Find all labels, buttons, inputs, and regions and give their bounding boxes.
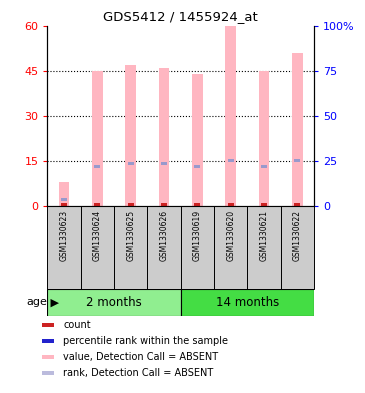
Bar — [228, 160, 234, 162]
Bar — [192, 73, 203, 206]
Bar — [47, 289, 181, 316]
Text: rank, Detection Call = ABSENT: rank, Detection Call = ABSENT — [63, 368, 214, 378]
Bar — [128, 203, 134, 206]
Text: GSM1330622: GSM1330622 — [293, 210, 302, 261]
Text: value, Detection Call = ABSENT: value, Detection Call = ABSENT — [63, 352, 218, 362]
Text: 2 months: 2 months — [86, 296, 142, 309]
Bar — [42, 339, 54, 343]
Bar — [59, 182, 69, 206]
Bar — [61, 198, 67, 201]
Bar — [42, 323, 54, 327]
Bar — [147, 206, 181, 289]
Bar — [81, 206, 114, 289]
Bar — [161, 203, 167, 206]
Bar — [292, 53, 303, 206]
Text: GSM1330619: GSM1330619 — [193, 210, 202, 261]
Bar — [42, 371, 54, 375]
Bar — [95, 165, 100, 168]
Bar — [195, 203, 200, 206]
Text: GSM1330625: GSM1330625 — [126, 210, 135, 261]
Bar — [281, 206, 314, 289]
Bar — [159, 68, 169, 206]
Bar — [195, 165, 200, 168]
Text: GSM1330623: GSM1330623 — [59, 210, 69, 261]
Bar — [92, 71, 103, 206]
Bar — [247, 206, 281, 289]
Bar — [181, 206, 214, 289]
Text: percentile rank within the sample: percentile rank within the sample — [63, 336, 228, 346]
Bar — [259, 71, 269, 206]
Bar — [181, 289, 314, 316]
Text: ▶: ▶ — [47, 298, 59, 307]
Bar — [128, 162, 134, 165]
Bar — [214, 206, 247, 289]
Bar — [114, 206, 147, 289]
Bar — [42, 355, 54, 359]
Bar — [294, 203, 300, 206]
Bar — [261, 165, 267, 168]
Bar — [225, 26, 236, 206]
Bar — [294, 160, 300, 162]
Text: age: age — [27, 298, 47, 307]
Bar — [161, 162, 167, 165]
Bar — [95, 203, 100, 206]
Bar — [47, 206, 81, 289]
Text: GSM1330621: GSM1330621 — [260, 210, 268, 261]
Bar — [126, 64, 136, 206]
Text: count: count — [63, 320, 91, 330]
Text: 14 months: 14 months — [216, 296, 279, 309]
Text: GSM1330620: GSM1330620 — [226, 210, 235, 261]
Title: GDS5412 / 1455924_at: GDS5412 / 1455924_at — [103, 10, 258, 23]
Bar — [228, 203, 234, 206]
Bar — [261, 203, 267, 206]
Text: GSM1330626: GSM1330626 — [160, 210, 169, 261]
Text: GSM1330624: GSM1330624 — [93, 210, 102, 261]
Bar — [61, 203, 67, 206]
